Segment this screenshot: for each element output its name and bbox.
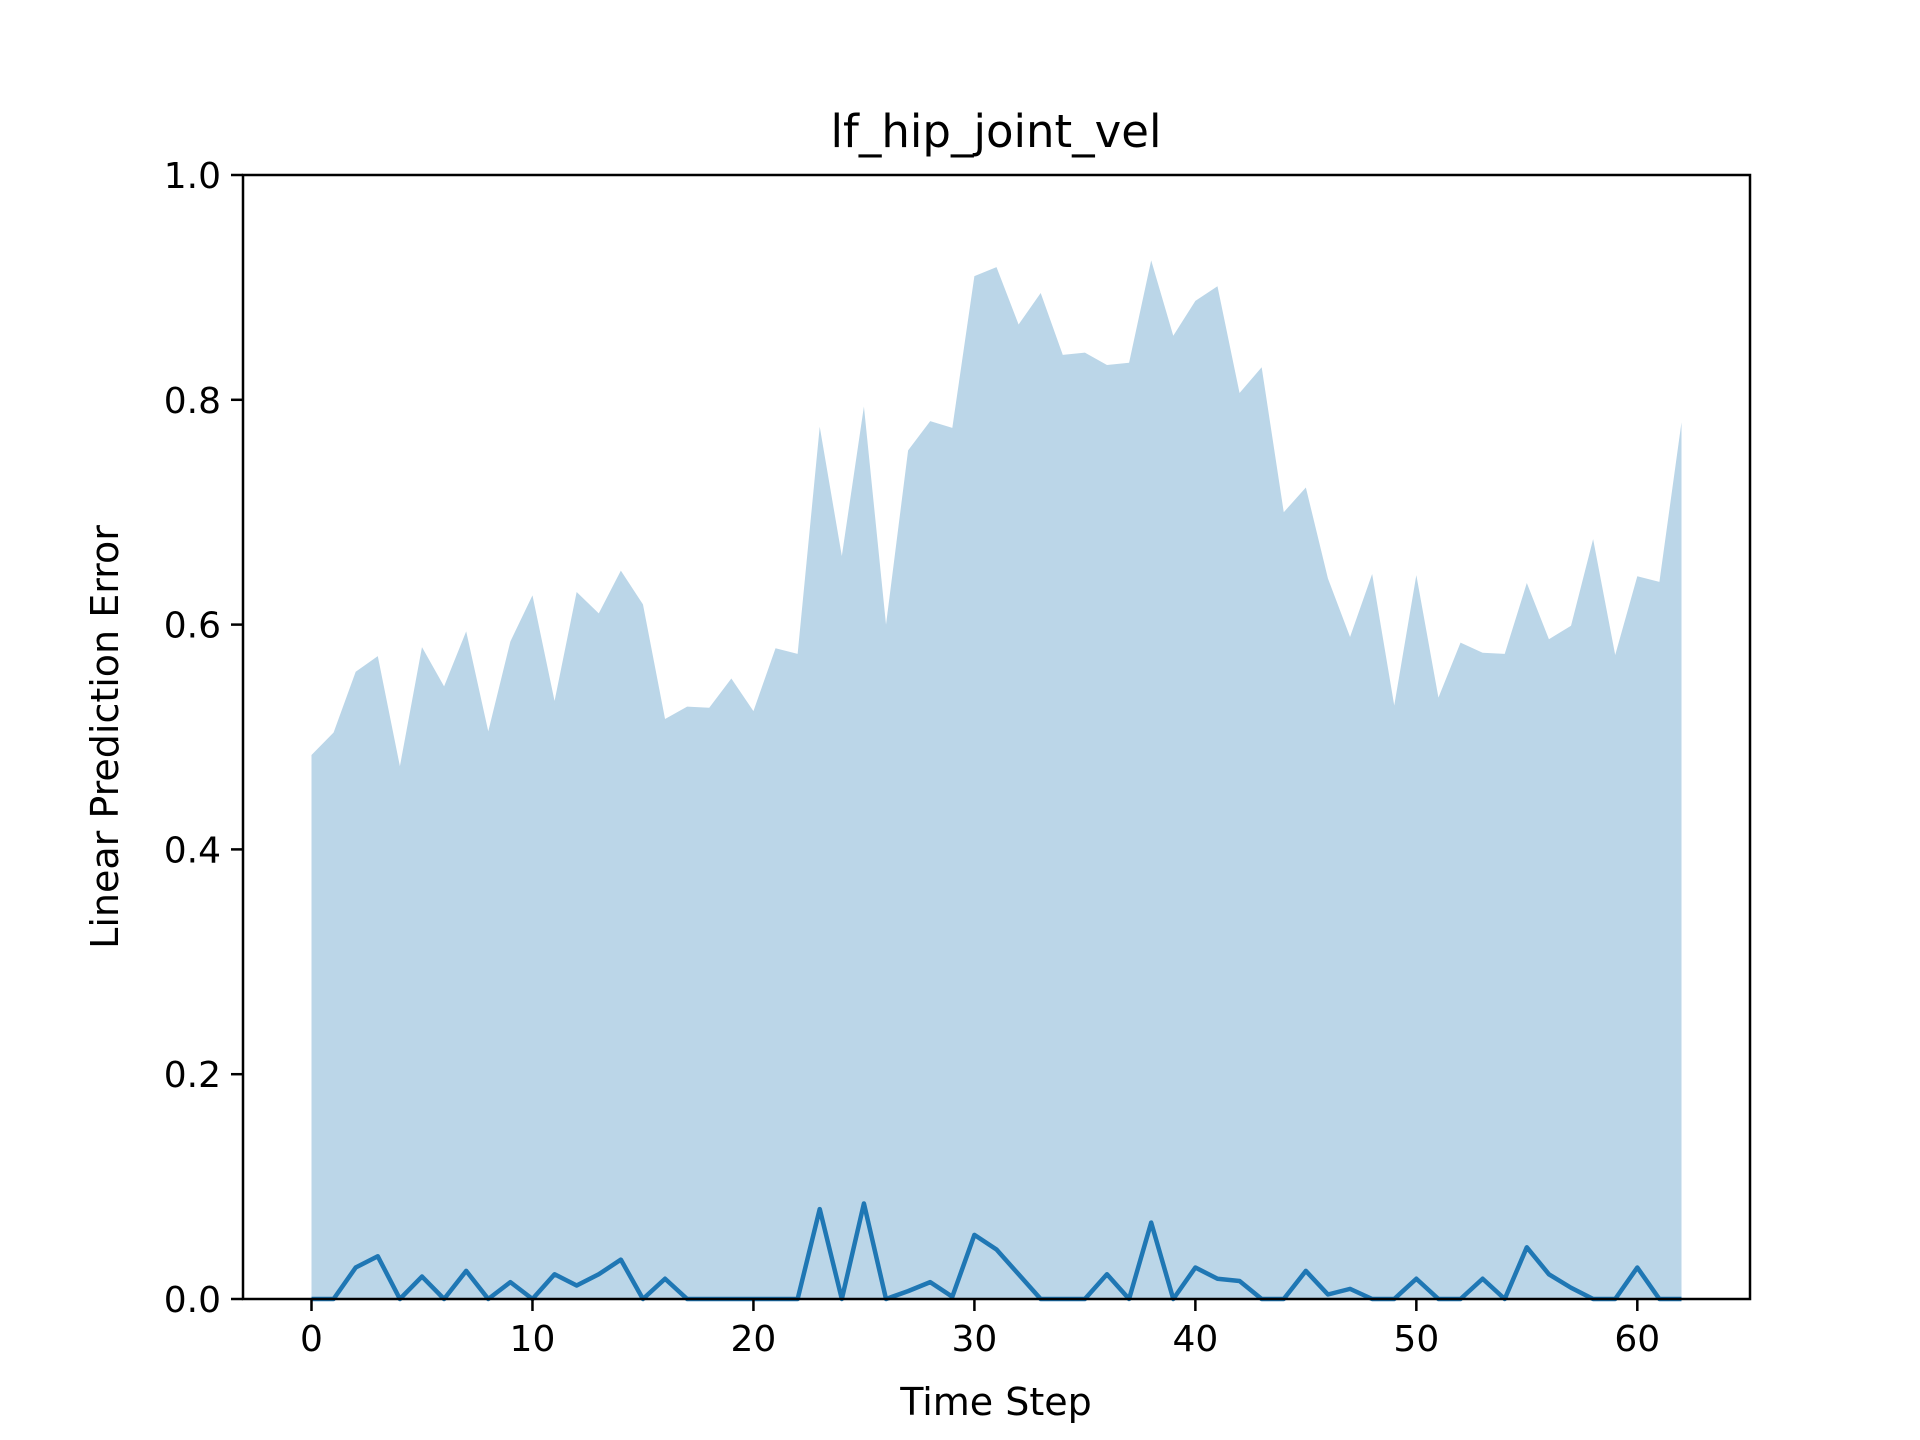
y-tick-label: 1.0 <box>164 156 221 197</box>
y-tick-label: 0.8 <box>164 381 221 422</box>
x-axis-label: Time Step <box>899 1380 1092 1424</box>
x-tick-label: 30 <box>951 1319 997 1360</box>
x-axis: 0 10 20 30 40 50 60 <box>300 1299 1660 1360</box>
y-axis-label: Linear Prediction Error <box>83 525 127 949</box>
x-tick-label: 40 <box>1172 1319 1218 1360</box>
y-axis: 0.0 0.2 0.4 0.6 0.8 1.0 <box>164 156 243 1321</box>
x-tick-label: 0 <box>300 1319 323 1360</box>
x-tick-label: 60 <box>1614 1319 1660 1360</box>
x-tick-label: 20 <box>731 1319 777 1360</box>
x-tick-label: 10 <box>510 1319 556 1360</box>
y-tick-label: 0.4 <box>164 830 221 871</box>
y-tick-label: 0.0 <box>164 1280 221 1321</box>
x-tick-label: 50 <box>1393 1319 1439 1360</box>
y-tick-label: 0.2 <box>164 1055 221 1096</box>
chart-title: lf_hip_joint_vel <box>831 105 1162 158</box>
y-tick-label: 0.6 <box>164 606 221 647</box>
axes-frame <box>241 173 1752 1301</box>
confidence-band <box>311 260 1682 1299</box>
